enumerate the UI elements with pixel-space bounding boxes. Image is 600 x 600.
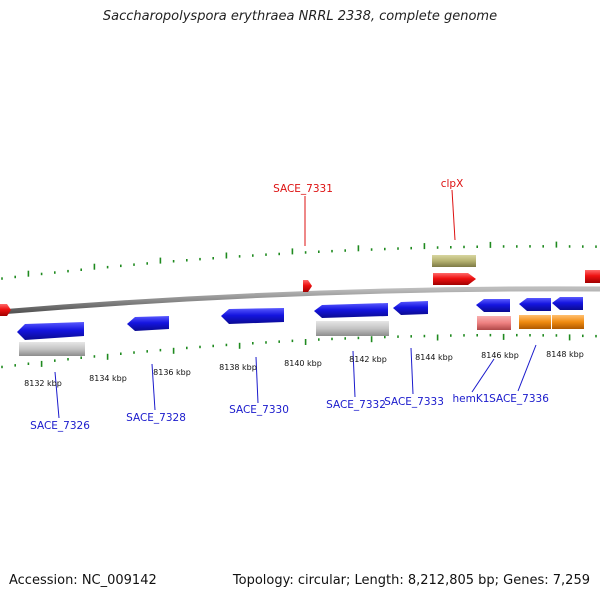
gene-label-hemk1[interactable]: hemK1 — [453, 393, 490, 405]
forward-features — [0, 255, 600, 316]
reverse-strand-ticks — [1, 333, 597, 369]
reverse-gene-labels: SACE_7326 SACE_7328 SACE_7330 SACE_7332 … — [30, 344, 549, 432]
gene-label-sace-7328[interactable]: SACE_7328 — [126, 412, 186, 424]
label-leader-sace-7326 — [54, 371, 60, 419]
label-leader-clpx — [451, 189, 456, 241]
gene-feature-pink-hemk1[interactable] — [477, 316, 511, 330]
gene-arrow-sace-7331[interactable] — [303, 280, 312, 292]
label-leader-hemk1 — [471, 358, 495, 393]
gene-label-sace-7331[interactable]: SACE_7331 — [273, 183, 333, 195]
forward-gene-labels: SACE_7331 clpX — [273, 178, 463, 246]
genome-summary-text: Topology: circular; Length: 8,212,805 bp… — [232, 573, 590, 588]
gene-feature-grey-7326[interactable] — [19, 342, 85, 356]
gene-arrow-right-edge[interactable] — [585, 270, 600, 283]
ruler-label: 8138 kbp — [219, 363, 257, 372]
label-leader-sace-7328 — [151, 363, 156, 411]
gene-label-clpx[interactable]: clpX — [441, 178, 464, 190]
gene-arrow-sace-7336-b[interactable] — [552, 297, 583, 310]
gene-arrow-sace-7326[interactable] — [17, 322, 84, 340]
map-title: Saccharopolyspora erythraea NRRL 2338, c… — [102, 9, 498, 24]
ruler-label: 8136 kbp — [153, 368, 191, 377]
gene-label-sace-7336[interactable]: SACE_7336 — [489, 393, 549, 405]
chromosome-backbone — [0, 286, 600, 315]
gene-label-sace-7326[interactable]: SACE_7326 — [30, 420, 90, 432]
ruler-label: 8132 kbp — [24, 379, 62, 388]
ruler-label: 8134 kbp — [89, 374, 127, 383]
label-leader-sace-7333 — [410, 347, 414, 395]
gene-arrow-sace-7332[interactable] — [314, 303, 388, 318]
gene-feature-olive[interactable] — [432, 255, 476, 267]
gene-feature-orange-1[interactable] — [519, 315, 551, 329]
ruler-label: 8146 kbp — [481, 351, 519, 360]
gene-arrow-hemk1[interactable] — [476, 299, 510, 312]
accession-text: Accession: NC_009142 — [9, 573, 157, 588]
reverse-features — [17, 297, 584, 356]
gene-arrow-clpx[interactable] — [433, 273, 476, 285]
gene-arrow-sace-7336-a[interactable] — [519, 298, 551, 311]
gene-feature-orange-2[interactable] — [552, 315, 584, 329]
ruler-labels: 8132 kbp 8134 kbp 8136 kbp 8138 kbp 8140… — [24, 350, 584, 388]
ruler-label: 8144 kbp — [415, 353, 453, 362]
gene-label-sace-7333[interactable]: SACE_7333 — [384, 396, 444, 408]
gene-arrow-sace-7333[interactable] — [393, 301, 428, 315]
gene-label-sace-7332[interactable]: SACE_7332 — [326, 399, 386, 411]
ruler-label: 8140 kbp — [284, 359, 322, 368]
gene-arrow-sace-7330[interactable] — [221, 308, 284, 324]
label-leader-sace-7330 — [255, 356, 259, 404]
label-leader-sace-7336 — [517, 344, 537, 392]
gene-feature-grey-7332[interactable] — [316, 321, 389, 336]
gene-label-sace-7330[interactable]: SACE_7330 — [229, 404, 289, 416]
ruler-label: 8142 kbp — [349, 355, 387, 364]
forward-strand-ticks — [1, 241, 597, 280]
label-leader-sace-7332 — [352, 350, 356, 398]
ruler-label: 8148 kbp — [546, 350, 584, 359]
gene-arrow-left-edge[interactable] — [0, 304, 11, 316]
gene-arrow-sace-7328[interactable] — [127, 316, 169, 331]
